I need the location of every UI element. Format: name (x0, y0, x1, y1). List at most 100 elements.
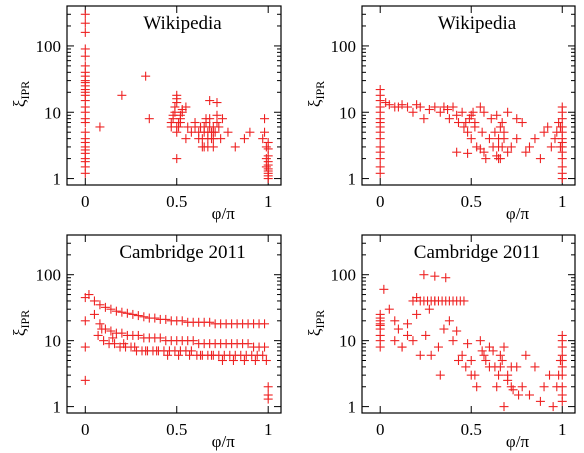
data-point (81, 19, 90, 28)
data-point (412, 310, 421, 319)
y-tick-label: 1 (348, 170, 357, 189)
data-point (240, 134, 249, 143)
data-point (436, 371, 445, 380)
data-point (518, 382, 527, 391)
data-point (262, 142, 271, 151)
data-point (81, 28, 90, 37)
chart-panel-3: 1 10 100 0 0.5 1 Cambridge 2011 φ/π ξIPR (10, 235, 281, 451)
y-tick-label: 100 (331, 37, 357, 56)
x-tick-label: 0.5 (461, 192, 482, 211)
x-tick-label: 1 (264, 192, 273, 211)
data-point (385, 305, 394, 314)
x-axis-label: φ/π (212, 204, 236, 223)
data-point (81, 118, 90, 127)
y-tick-label: 1 (348, 398, 357, 417)
data-point (187, 346, 196, 355)
data-point (117, 91, 126, 100)
data-point (425, 105, 434, 114)
data-point (403, 319, 412, 328)
data-point (390, 316, 399, 325)
data-point (558, 382, 567, 391)
y-axis-label: ξIPR (10, 81, 32, 107)
data-point (398, 343, 407, 352)
data-point (558, 343, 567, 352)
data-point (479, 351, 488, 360)
data-point (260, 114, 269, 123)
data-point (117, 329, 126, 338)
data-point (264, 395, 273, 404)
data-point (123, 309, 132, 318)
x-tick-label: 0.5 (461, 420, 482, 439)
data-point (500, 343, 509, 352)
data-point (503, 108, 512, 117)
data-point (512, 134, 521, 143)
x-tick-label: 0.5 (166, 420, 187, 439)
data-point (117, 308, 126, 317)
data-point (439, 325, 448, 334)
data-point (205, 318, 214, 327)
data-point (260, 128, 269, 137)
data-point (452, 327, 461, 336)
data-point (106, 305, 115, 314)
data-point (478, 128, 487, 137)
data-point (134, 311, 143, 320)
data-point (558, 174, 567, 183)
x-tick-label: 0 (376, 192, 385, 211)
data-point (394, 325, 403, 334)
data-point (178, 316, 187, 325)
data-point (134, 331, 143, 340)
data-point (172, 154, 181, 163)
data-point (421, 331, 430, 340)
panel-title: Wikipedia (438, 13, 517, 34)
data-point (467, 356, 476, 365)
data-point (445, 316, 454, 325)
data-point (498, 356, 507, 365)
data-point (476, 336, 485, 345)
data-point (485, 134, 494, 143)
data-point (376, 169, 385, 178)
data-point (427, 351, 436, 360)
data-point (558, 397, 567, 406)
data-point (419, 270, 428, 279)
data-point (81, 343, 90, 352)
x-tick-label: 0 (376, 420, 385, 439)
y-tick-label: 10 (44, 332, 61, 351)
data-point (390, 336, 399, 345)
data-point (260, 343, 269, 352)
data-point (530, 362, 539, 371)
data-point (128, 310, 137, 319)
data-point (430, 272, 439, 281)
data-point (170, 102, 179, 111)
data-point (81, 316, 90, 325)
data-point (536, 397, 545, 406)
x-axis-label: φ/π (212, 432, 236, 451)
y-tick-label: 100 (36, 37, 62, 56)
data-point (161, 315, 170, 324)
data-point (81, 376, 90, 385)
data-point (463, 149, 472, 158)
data-point (403, 102, 412, 111)
data-point (141, 72, 150, 81)
data-point (416, 351, 425, 360)
data-point (494, 371, 503, 380)
data-point (545, 371, 554, 380)
data-point (481, 154, 490, 163)
data-point (81, 169, 90, 178)
y-tick-label: 1 (53, 398, 62, 417)
data-point (90, 310, 99, 319)
x-tick-label: 0 (81, 192, 90, 211)
data-point (512, 114, 521, 123)
data-point (461, 362, 470, 371)
x-axis-label: φ/π (506, 432, 530, 451)
x-tick-label: 1 (264, 420, 273, 439)
data-point (205, 96, 214, 105)
data-point (558, 362, 567, 371)
data-point (549, 402, 558, 411)
data-point (379, 285, 388, 294)
data-point (95, 122, 104, 131)
data-point (101, 303, 110, 312)
data-point (514, 390, 523, 399)
data-point (90, 296, 99, 305)
y-tick-label: 10 (339, 103, 356, 122)
data-point (376, 343, 385, 352)
